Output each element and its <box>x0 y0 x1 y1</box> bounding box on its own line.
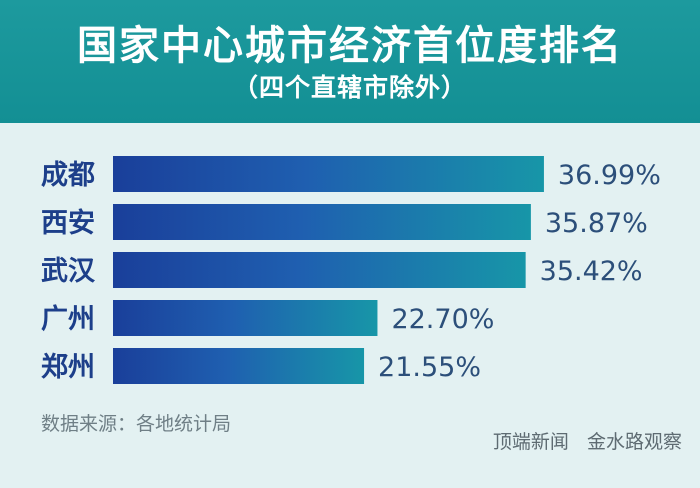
chart-subtitle: （四个直辖市除外） <box>232 73 467 102</box>
publisher-credit: 顶端新闻 金水路观察 <box>493 430 682 454</box>
credit-right: 金水路观察 <box>586 431 682 453</box>
bar-group: 成都 36.99% 西安 35.87% 武汉 35.42% 广州 22.70% 郑州 21.55% <box>41 156 661 384</box>
bar <box>113 252 526 288</box>
category-label: 武汉 <box>41 256 96 287</box>
chart-title: 国家中心城市经济首位度排名 <box>77 23 623 69</box>
category-label: 郑州 <box>41 352 95 383</box>
value-label: 35.87% <box>545 208 648 239</box>
bar <box>113 156 544 192</box>
category-label: 广州 <box>41 304 95 335</box>
data-source: 数据来源：各地统计局 <box>41 413 232 435</box>
value-label: 35.42% <box>540 256 643 287</box>
category-label: 西安 <box>41 208 95 239</box>
chart-header: 国家中心城市经济首位度排名 （四个直辖市除外） <box>0 0 700 123</box>
category-label: 成都 <box>41 160 95 191</box>
value-label: 21.55% <box>378 352 481 383</box>
bar <box>113 300 378 336</box>
value-label: 22.70% <box>391 304 494 335</box>
bar <box>113 348 365 384</box>
value-label: 36.99% <box>558 160 661 191</box>
credit-left: 顶端新闻 <box>492 431 569 453</box>
bar <box>113 204 531 240</box>
